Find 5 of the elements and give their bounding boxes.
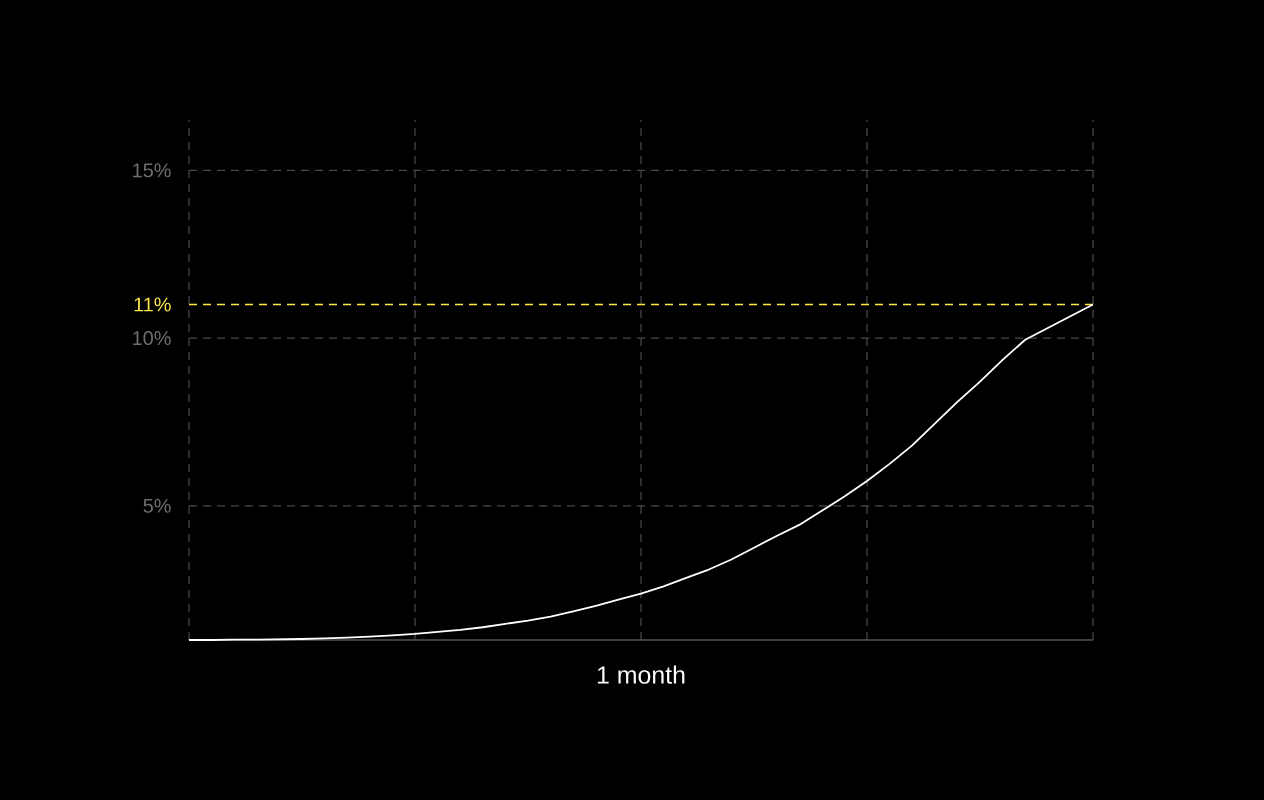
y-tick-label: 10% [133,331,171,346]
x-axis-title: 1 month [597,665,685,684]
ref-line-label: 11% [134,297,171,312]
y-tick-label: 15% [133,163,171,178]
y-tick-label: 5% [143,498,171,513]
